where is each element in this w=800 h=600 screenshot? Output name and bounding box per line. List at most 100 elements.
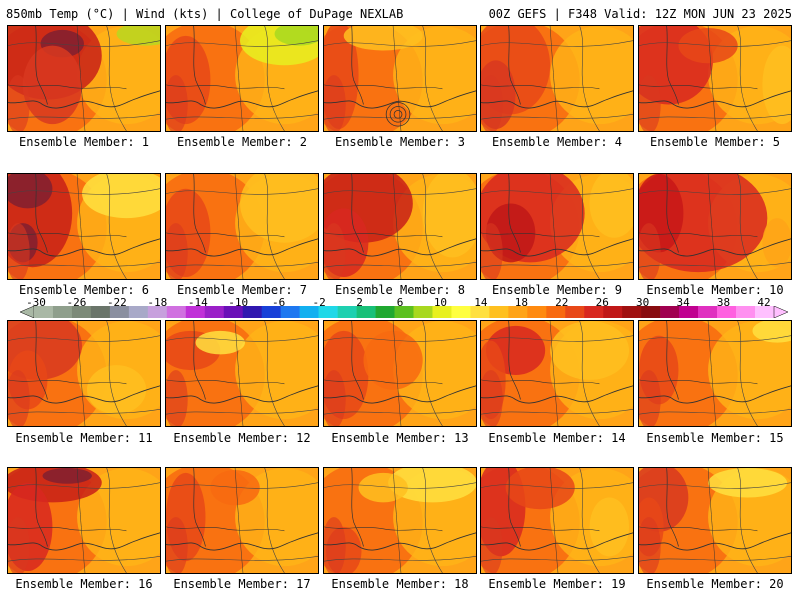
ensemble-member-label: Ensemble Member: 17 [173,577,311,591]
ensemble-member-15-map [638,320,792,427]
colorbar-bin [318,306,338,318]
temperature-field [166,321,318,426]
colorbar-tick-label: -10 [228,296,249,309]
colorbar-bin [242,306,262,318]
colorbar-bin [679,306,699,318]
colorbar-bin [451,306,471,318]
ensemble-member-1-map [7,25,161,132]
ensemble-member-label: Ensemble Member: 15 [646,431,784,445]
colorbar-bin [223,306,244,318]
colorbar-bin [375,306,395,318]
ensemble-member-label: Ensemble Member: 4 [491,135,623,149]
ensemble-member-label: Ensemble Member: 5 [649,135,781,149]
colorbar-tick-label: -30 [26,296,46,309]
colorbar-tick-label: 42 [757,296,771,309]
colorbar-tick-label: 14 [474,296,488,309]
colorbar-bin [299,306,319,318]
colorbar-bin [185,306,206,318]
temperature-field [8,468,160,573]
colorbar-tick-label: -14 [187,296,208,309]
ensemble-member-11-map [7,320,161,427]
temperature-field [324,26,476,131]
ensemble-member-18-map [323,467,477,574]
ensemble-member-label: Ensemble Member: 20 [646,577,784,591]
ensemble-member-10-map [638,173,792,280]
ensemble-member-label: Ensemble Member: 1 [18,135,150,149]
colorbar-bin [489,306,509,318]
ensemble-member-20-map [638,467,792,574]
temperature-field [639,321,791,426]
valid-time-title: 00Z GEFS | F348 Valid: 12Z MON JUN 23 20… [488,7,792,21]
ensemble-member-label: Ensemble Member: 14 [488,431,626,445]
colorbar-tick-label: 6 [396,296,404,309]
ensemble-member-3-map [323,25,477,132]
chart-header: 850mb Temp (°C) | Wind (kts) | College o… [0,0,800,24]
colorbar-bin [432,306,452,318]
temperature-field [8,26,160,131]
colorbar-tick-label: 26 [595,296,609,309]
colorbar-tick-labels: -30 -26 -22 -18 -14 -10 -6 -2 2 6 10 14 18 22 26 30 34 38… [0,294,800,309]
ensemble-member-14-map [480,320,634,427]
colorbar-bin [280,306,300,318]
temperature-field [481,26,633,131]
ensemble-member-label: Ensemble Member: 18 [331,577,469,591]
ensemble-member-label: Ensemble Member: 12 [173,431,311,445]
colorbar-bin [698,306,718,318]
colorbar-bin [413,306,433,318]
colorbar-strip [20,306,788,318]
ensemble-member-label: Ensemble Member: 8 [334,283,466,297]
colorbar-bin [128,306,149,318]
colorbar-bin [546,306,566,318]
temperature-field [324,174,476,279]
temperature-field [166,174,318,279]
ensemble-member-label: Ensemble Member: 13 [331,431,469,445]
ensemble-member-label: Ensemble Member: 10 [646,283,784,297]
colorbar-tick-label: -2 [312,296,326,309]
colorbar-bin [394,306,414,318]
colorbar-bin [34,306,54,318]
colorbar-bin [71,306,92,318]
ensemble-member-label: Ensemble Member: 6 [18,283,150,297]
colorbar-tick-label: 30 [636,296,650,309]
ensemble-member-13-map [323,320,477,427]
ensemble-member-8-map [323,173,477,280]
temperature-field [481,174,633,279]
colorbar-bin [622,306,642,318]
colorbar-tick-label: -18 [147,296,168,309]
ensemble-member-label: Ensemble Member: 16 [15,577,153,591]
colorbar-bin [90,306,111,318]
colorbar-tick-label: 10 [433,296,448,309]
colorbar-bin [204,306,225,318]
ensemble-member-12-map [165,320,319,427]
colorbar-bin [603,306,623,318]
colorbar-tick-label: 34 [676,296,690,309]
colorbar-bin [660,306,680,318]
colorbar-bin [565,306,585,318]
temperature-field [639,174,791,279]
colorbar-bin [755,306,775,318]
colorbar-bin [52,306,73,318]
ensemble-member-label: Ensemble Member: 9 [491,283,623,297]
temperature-field [481,468,633,573]
temperature-colorbar: -30 -26 -22 -18 -14 -10 -6 -2 2 6 10 14 18 22 26 30 34 38… [0,294,800,320]
temperature-field [324,468,476,573]
temperature-field [324,321,476,426]
colorbar-bin [147,306,168,318]
ensemble-member-label: Ensemble Member: 11 [15,431,153,445]
temperature-field [8,321,160,426]
temperature-field [639,468,791,573]
ensemble-member-9-map [480,173,634,280]
colorbar-bin [736,306,756,318]
colorbar-high-arrow [773,306,788,318]
colorbar-tick-label: -22 [106,296,127,309]
ensemble-member-17-map [165,467,319,574]
ensemble-member-label: Ensemble Member: 7 [176,283,308,297]
colorbar-bin [261,306,281,318]
colorbar-tick-label: 2 [356,296,363,309]
temperature-field [166,26,318,131]
colorbar-tick-label: 22 [555,296,569,309]
colorbar-bin [584,306,604,318]
ensemble-member-19-map [480,467,634,574]
colorbar-tick-label: 18 [514,296,528,309]
colorbar-tick-label: 38 [716,296,731,309]
